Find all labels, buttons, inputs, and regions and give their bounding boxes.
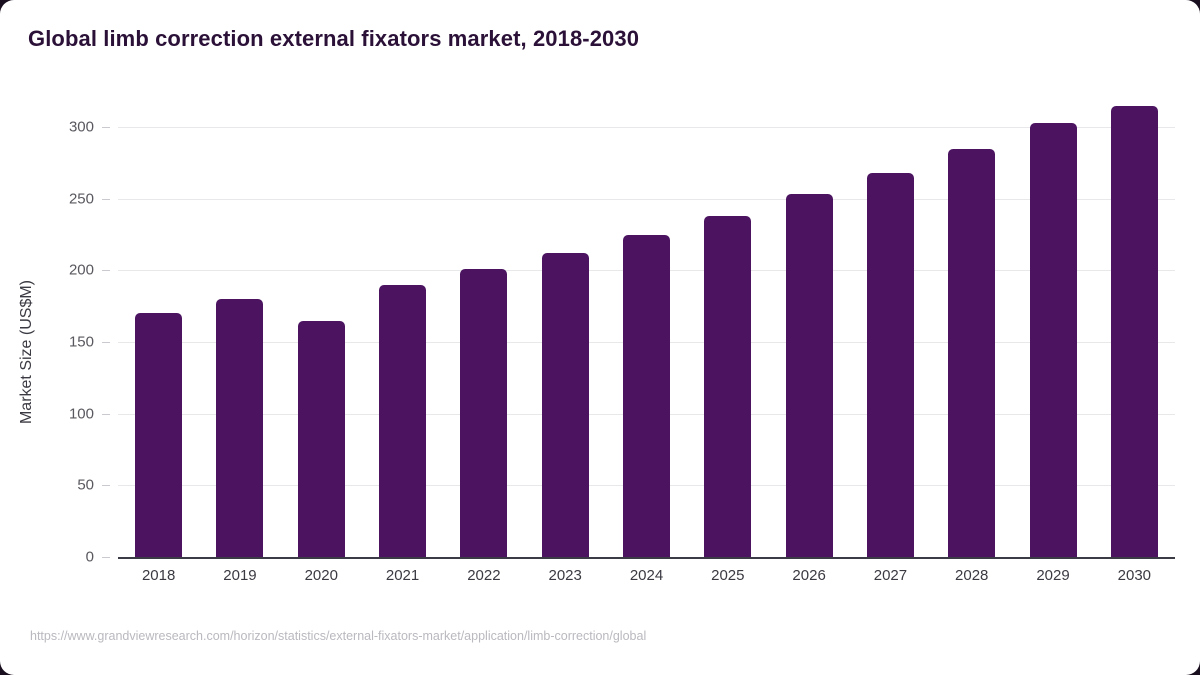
- bar-2024[interactable]: [623, 234, 670, 557]
- y-tick-mark: [102, 198, 110, 200]
- bar-2020[interactable]: [297, 320, 345, 557]
- x-tick-label-2024: 2024: [629, 567, 664, 584]
- y-axis: Market Size (US$M) 0 50 100 150 200 250 300: [0, 0, 118, 675]
- y-tick-mark: [102, 342, 110, 343]
- y-tick-mark: [102, 127, 110, 128]
- x-tick-label-2018: 2018: [141, 567, 176, 584]
- y-tick-label: 0: [85, 548, 94, 566]
- y-axis-label: Market Size (US$M): [18, 279, 35, 425]
- x-tick-label-2026: 2026: [792, 567, 826, 584]
- y-tick-label: 300: [68, 118, 94, 136]
- bar-2023[interactable]: [541, 253, 589, 557]
- x-tick-label-2020: 2020: [304, 567, 338, 584]
- axis-baseline: [118, 557, 1175, 559]
- plot-area: [118, 98, 1175, 559]
- bar-2028[interactable]: [948, 148, 996, 557]
- bar-2018[interactable]: [135, 313, 183, 557]
- bar-2027[interactable]: [866, 172, 914, 557]
- bar-2026[interactable]: [785, 194, 833, 557]
- gridline: [118, 127, 1175, 128]
- x-tick-label-2023: 2023: [548, 567, 582, 584]
- x-tick-label-2021: 2021: [385, 567, 420, 584]
- gridline: [118, 198, 1175, 200]
- y-tick-label: 50: [77, 476, 94, 494]
- x-tick-label-2030: 2030: [1117, 567, 1152, 584]
- page-title: Global limb correction external fixators…: [28, 26, 640, 51]
- x-tick-label-2019: 2019: [223, 567, 257, 584]
- y-tick-mark: [102, 557, 110, 558]
- x-tick-label-2022: 2022: [467, 567, 501, 584]
- bar-2022[interactable]: [460, 268, 508, 557]
- source-url[interactable]: https://www.grandviewresearch.com/horizo…: [30, 629, 647, 643]
- x-tick-label-2025: 2025: [711, 567, 745, 584]
- x-tick-label-2029: 2029: [1036, 567, 1070, 584]
- y-tick-mark: [102, 413, 110, 415]
- y-tick-mark: [102, 270, 110, 272]
- y-tick-label: 150: [68, 333, 94, 351]
- bar-2030[interactable]: [1110, 105, 1158, 557]
- bar-series: [118, 98, 1175, 557]
- y-tick-label: 250: [68, 190, 94, 208]
- x-tick-label-2028: 2028: [955, 567, 989, 584]
- bar-2029[interactable]: [1029, 122, 1077, 557]
- x-axis: 2018 2019 2020 2021 2022 2023 2024 2025 2026 2027…: [118, 567, 1175, 597]
- y-tick-label: 200: [68, 261, 94, 279]
- y-tick-mark: [102, 485, 110, 487]
- bar-2025[interactable]: [704, 215, 752, 557]
- x-tick-label-2027: 2027: [873, 567, 908, 584]
- bar-2021[interactable]: [379, 284, 427, 557]
- y-tick-label: 100: [68, 405, 94, 423]
- bar-2019[interactable]: [216, 299, 264, 557]
